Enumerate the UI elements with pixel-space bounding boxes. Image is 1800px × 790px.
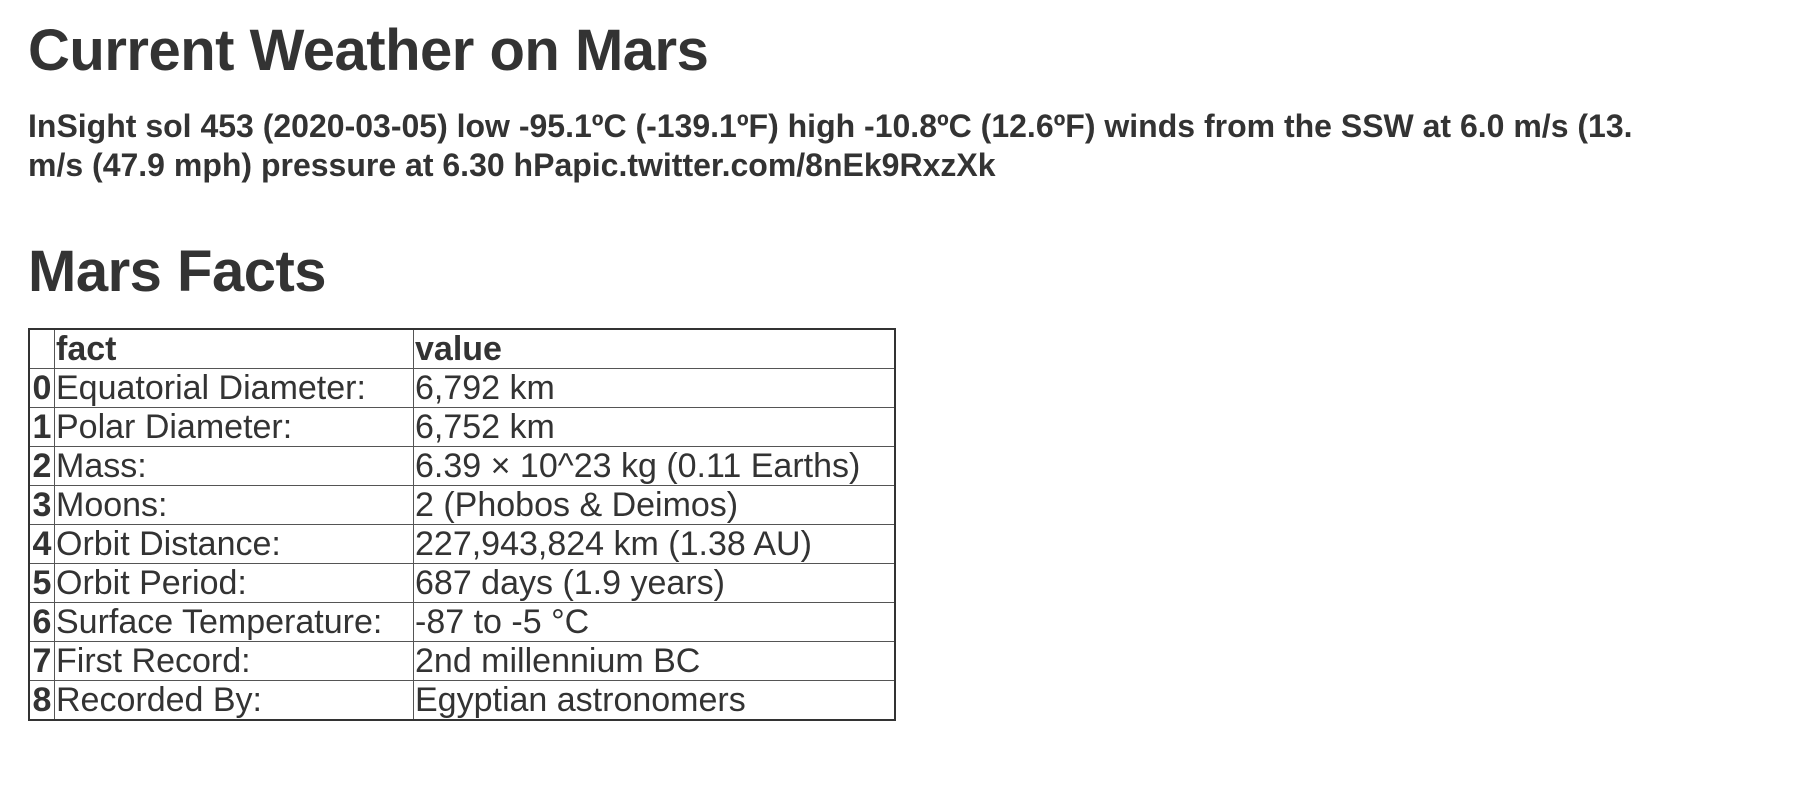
fact-cell: Equatorial Diameter: (54, 368, 414, 408)
table-row: 5 Orbit Period: 687 days (1.9 years) (28, 563, 896, 603)
table-row: 0 Equatorial Diameter: 6,792 km (28, 368, 896, 408)
column-header-index (28, 328, 55, 369)
row-index: 6 (28, 602, 55, 642)
value-cell: 2nd millennium BC (413, 641, 896, 681)
row-index: 2 (28, 446, 55, 486)
row-index: 5 (28, 563, 55, 603)
mars-facts-table: fact value 0 Equatorial Diameter: 6,792 … (28, 328, 896, 721)
weather-report-line-2: m/s (47.9 mph) pressure at 6.30 hPapic.t… (28, 147, 996, 183)
table-row: 8 Recorded By: Egyptian astronomers (28, 680, 896, 721)
fact-cell: Polar Diameter: (54, 407, 414, 447)
table-row: 1 Polar Diameter: 6,752 km (28, 407, 896, 447)
fact-cell: Recorded By: (54, 680, 414, 721)
column-header-value: value (413, 328, 896, 369)
weather-report-line-1: InSight sol 453 (2020-03-05) low -95.1ºC… (28, 108, 1633, 144)
weather-heading: Current Weather on Mars (28, 18, 709, 83)
row-index: 7 (28, 641, 55, 681)
fact-cell: Orbit Period: (54, 563, 414, 603)
table-row: 4 Orbit Distance: 227,943,824 km (1.38 A… (28, 524, 896, 564)
fact-cell: Moons: (54, 485, 414, 525)
weather-report: InSight sol 453 (2020-03-05) low -95.1ºC… (28, 107, 1800, 185)
value-cell: 227,943,824 km (1.38 AU) (413, 524, 896, 564)
table-row: 7 First Record: 2nd millennium BC (28, 641, 896, 681)
value-cell: 6,792 km (413, 368, 896, 408)
value-cell: 687 days (1.9 years) (413, 563, 896, 603)
fact-cell: First Record: (54, 641, 414, 681)
facts-heading: Mars Facts (28, 239, 327, 304)
value-cell: Egyptian astronomers (413, 680, 896, 721)
value-cell: 6.39 × 10^23 kg (0.11 Earths) (413, 446, 896, 486)
row-index: 4 (28, 524, 55, 564)
fact-cell: Surface Temperature: (54, 602, 414, 642)
row-index: 8 (28, 680, 55, 721)
fact-cell: Orbit Distance: (54, 524, 414, 564)
value-cell: 6,752 km (413, 407, 896, 447)
row-index: 0 (28, 368, 55, 408)
row-index: 1 (28, 407, 55, 447)
table-row: 3 Moons: 2 (Phobos & Deimos) (28, 485, 896, 525)
table-row: 2 Mass: 6.39 × 10^23 kg (0.11 Earths) (28, 446, 896, 486)
value-cell: -87 to -5 °C (413, 602, 896, 642)
value-cell: 2 (Phobos & Deimos) (413, 485, 896, 525)
fact-cell: Mass: (54, 446, 414, 486)
column-header-fact: fact (54, 328, 414, 369)
table-row: 6 Surface Temperature: -87 to -5 °C (28, 602, 896, 642)
row-index: 3 (28, 485, 55, 525)
table-header-row: fact value (28, 328, 896, 369)
